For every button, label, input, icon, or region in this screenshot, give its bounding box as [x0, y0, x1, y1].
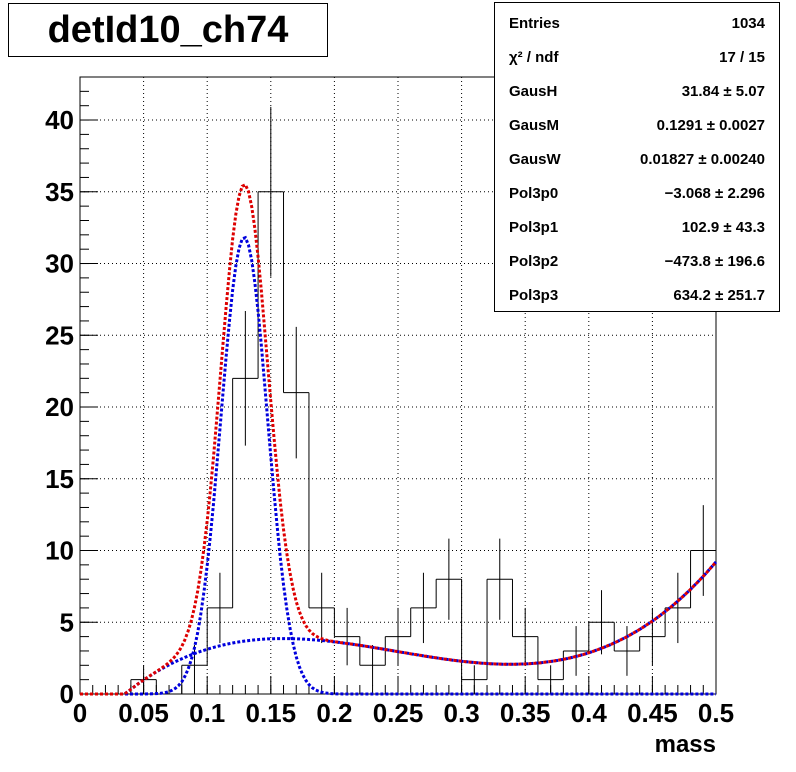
stats-label: GausW	[509, 150, 561, 168]
y-tick-label: 20	[45, 392, 74, 422]
x-tick-label: 0.1	[189, 698, 225, 728]
y-tick-label: 40	[45, 105, 74, 135]
stats-value: 0.01827 ± 0.00240	[639, 150, 765, 168]
stats-value: 0.1291 ± 0.0027	[656, 116, 765, 134]
y-tick-label: 15	[45, 464, 74, 494]
gaussian-curve	[80, 235, 716, 696]
x-axis-label: mass	[655, 731, 716, 758]
stats-label: Pol3p2	[509, 252, 559, 270]
y-tick-label: 10	[45, 536, 74, 566]
y-tick-label: 25	[45, 320, 74, 350]
stats-row-gaush: GausH 31.84 ± 5.07	[495, 74, 779, 108]
y-tick-label: 35	[45, 177, 74, 207]
x-tick-label: 0.45	[627, 698, 678, 728]
stats-label: Pol3p0	[509, 184, 559, 202]
x-tick-label: 0.15	[245, 698, 296, 728]
x-tick-label: 0.35	[500, 698, 551, 728]
stats-label: GausH	[509, 82, 558, 100]
stats-value: 634.2 ± 251.7	[673, 286, 765, 304]
stats-box: Entries 1034 χ² / ndf 17 / 15 GausH 31.84 ±…	[494, 2, 780, 312]
x-tick-label: 0	[73, 698, 87, 728]
stats-row-entries: Entries 1034	[495, 6, 779, 40]
total-fit-curve	[80, 182, 718, 696]
stats-value: −3.068 ± 2.296	[664, 184, 765, 202]
stats-value: 1034	[731, 14, 765, 32]
stats-label: GausM	[509, 116, 560, 134]
x-tick-label: 0.3	[444, 698, 480, 728]
x-tick-label: 0.05	[118, 698, 169, 728]
stats-value: 17 / 15	[719, 48, 765, 66]
stats-label: Pol3p3	[509, 286, 559, 304]
stats-label: Pol3p1	[509, 218, 559, 236]
stats-row-pol3p3: Pol3p3 634.2 ± 251.7	[495, 278, 779, 312]
stats-row-gausm: GausM 0.1291 ± 0.0027	[495, 108, 779, 142]
y-tick-label: 30	[45, 249, 74, 279]
y-tick-label: 5	[60, 607, 74, 637]
stats-value: −473.8 ± 196.6	[664, 252, 765, 270]
stats-label: Entries	[509, 14, 560, 32]
stats-value: 31.84 ± 5.07	[681, 82, 765, 100]
stats-row-pol3p2: Pol3p2 −473.8 ± 196.6	[495, 244, 779, 278]
stats-row-chi2: χ² / ndf 17 / 15	[495, 40, 779, 74]
stats-row-pol3p1: Pol3p1 102.9 ± 43.3	[495, 210, 779, 244]
x-tick-label: 0.2	[316, 698, 352, 728]
stats-row-gausw: GausW 0.01827 ± 0.00240	[495, 142, 779, 176]
stats-label: χ² / ndf	[509, 48, 559, 66]
chart-title: detId10_ch74	[8, 3, 328, 57]
background-curve	[80, 560, 718, 696]
stats-row-pol3p0: Pol3p0 −3.068 ± 2.296	[495, 176, 779, 210]
x-tick-label: 0.5	[698, 698, 734, 728]
x-tick-label: 0.4	[571, 698, 608, 728]
stats-value: 102.9 ± 43.3	[681, 218, 765, 236]
y-tick-label: 0	[60, 679, 74, 709]
x-tick-label: 0.25	[373, 698, 424, 728]
